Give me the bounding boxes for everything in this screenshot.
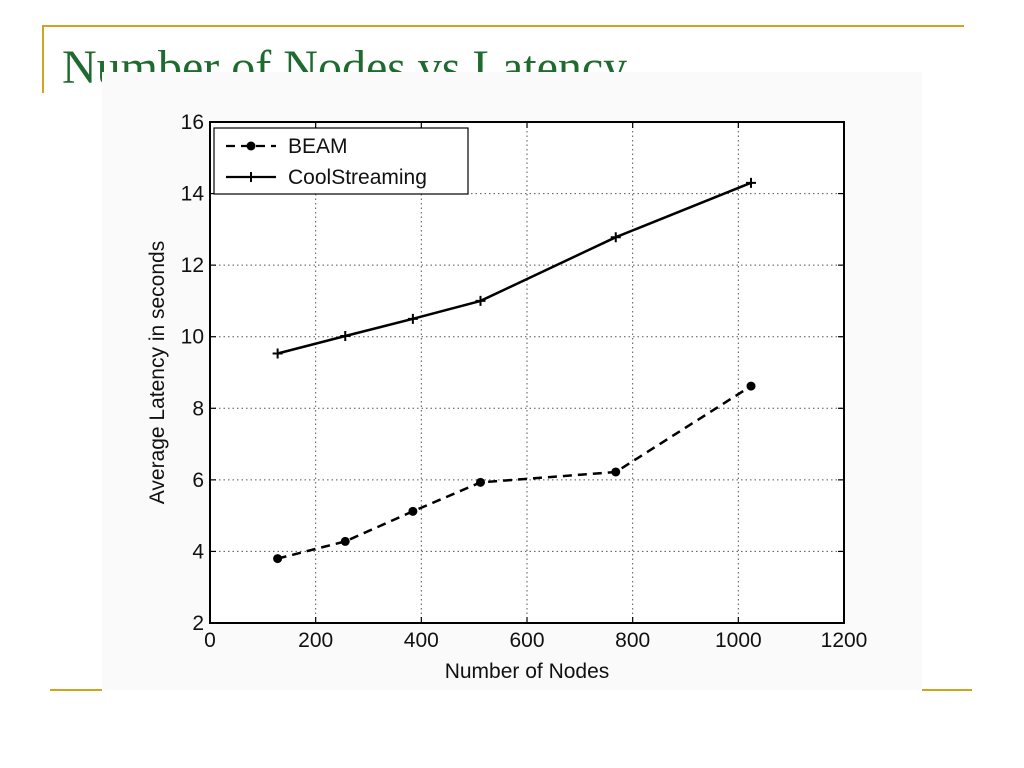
data-point-beam — [746, 381, 756, 391]
slide-frame-bottom-right-line — [922, 689, 972, 691]
y-tick-label: 16 — [181, 111, 204, 134]
y-tick-label: 12 — [181, 254, 204, 277]
data-point-coolstreaming — [475, 295, 486, 306]
legend-label-beam: BEAM — [288, 135, 348, 158]
data-point-coolstreaming — [610, 232, 621, 243]
latency-chart: 0 200 400 600 800 1000 1200 2 4 6 8 10 12 14 16 Number … — [146, 111, 868, 683]
y-tick-label: 2 — [192, 612, 204, 635]
data-point-beam — [273, 554, 283, 564]
y-tick-label: 8 — [192, 397, 204, 420]
data-point-beam — [340, 536, 350, 546]
data-point-beam — [408, 506, 418, 516]
x-tick-label: 400 — [404, 629, 439, 652]
legend-box — [213, 127, 469, 195]
data-point-coolstreaming — [746, 177, 757, 188]
x-tick-label: 200 — [298, 629, 333, 652]
x-tick-label: 800 — [615, 629, 650, 652]
slide-frame-top-line — [42, 25, 964, 27]
x-tick-label: 0 — [204, 629, 216, 652]
figure-panel: 0 200 400 600 800 1000 1200 2 4 6 8 10 12 14 16 Number … — [102, 72, 922, 690]
data-point-beam — [476, 477, 486, 487]
y-tick-label: 10 — [181, 326, 204, 349]
legend-marker-coolstreaming — [246, 172, 256, 182]
data-point-coolstreaming — [407, 313, 418, 324]
slide-frame-bottom-left-line — [50, 689, 102, 691]
x-tick-label: 600 — [509, 629, 544, 652]
x-tick-label: 1200 — [821, 629, 868, 652]
plot-frame — [209, 121, 845, 624]
legend-label-coolstreaming: CoolStreaming — [288, 166, 427, 189]
x-tick-label: 1000 — [715, 629, 762, 652]
data-point-coolstreaming — [340, 330, 351, 341]
x-axis-label: Number of Nodes — [445, 660, 610, 683]
y-axis-label: Average Latency in seconds — [146, 241, 169, 504]
slide-frame-left-line — [42, 25, 44, 93]
series-line-beam — [277, 385, 752, 560]
y-tick-label: 6 — [192, 469, 204, 492]
data-point-coolstreaming — [272, 348, 283, 359]
series-line-coolstreaming — [277, 181, 752, 355]
y-tick-label: 14 — [181, 183, 205, 206]
plot-area — [210, 122, 844, 623]
y-tick-label: 4 — [192, 540, 204, 563]
legend-marker-beam — [246, 141, 256, 151]
data-point-beam — [611, 467, 621, 477]
